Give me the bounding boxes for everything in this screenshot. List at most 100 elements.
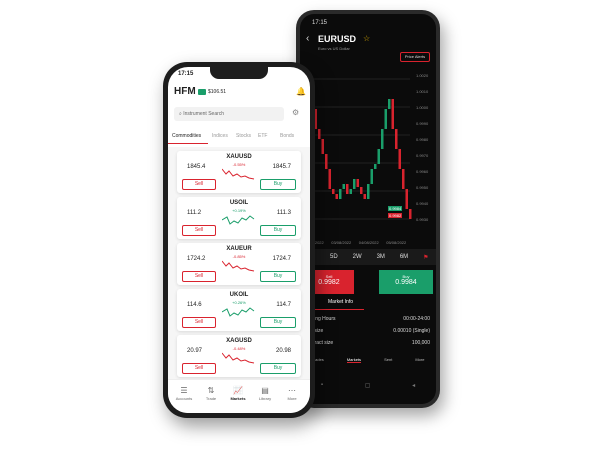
instrument-card[interactable]: XAUUSD -0.55% 1845.4 1845.7 Sell Buy bbox=[177, 151, 301, 193]
change-percent: -0.85% bbox=[232, 254, 246, 259]
search-placeholder: Instrument Search bbox=[183, 111, 225, 117]
sell-button[interactable]: Sell bbox=[182, 271, 216, 282]
nav-label: Trade bbox=[205, 396, 217, 401]
price-alert-button[interactable]: Price Alerts bbox=[400, 52, 430, 62]
sell-button[interactable]: Sell bbox=[182, 179, 216, 190]
change-percent: -0.55% bbox=[232, 162, 246, 167]
star-icon[interactable]: ☆ bbox=[363, 34, 371, 43]
buy-price: 0.9984 bbox=[395, 279, 417, 286]
sell-price: 0.9982 bbox=[318, 279, 340, 286]
change-percent: +0.19% bbox=[232, 208, 246, 213]
bid-price: 1845.4 bbox=[187, 164, 206, 170]
tab-commodities[interactable]: Commodities bbox=[172, 133, 202, 139]
instrument-card[interactable]: UKOIL +0.26% 114.6 114.7 Sell Buy bbox=[177, 289, 301, 331]
buy-button[interactable]: Buy bbox=[260, 179, 296, 190]
nav-markets[interactable]: 📈 Markets bbox=[226, 386, 250, 401]
buy-button[interactable]: Buy bbox=[260, 225, 296, 236]
balance[interactable]: $106.51 bbox=[208, 89, 227, 95]
price-axis-label: 0.9950 bbox=[416, 185, 429, 190]
symbol-title: EURUSD bbox=[318, 34, 357, 44]
instrument-symbol: UKOIL bbox=[229, 292, 249, 298]
candle bbox=[328, 169, 331, 189]
tab-market-info[interactable]: Market Info bbox=[328, 299, 354, 305]
sell-button[interactable]: Sell bbox=[182, 225, 216, 236]
nav-icon: ⋯ bbox=[288, 386, 296, 395]
candle bbox=[363, 194, 366, 199]
nav-sent[interactable]: Sent bbox=[384, 357, 393, 362]
tab-underline bbox=[304, 309, 364, 310]
front-phone: 17:15 HFM $106.51 🔔 ⌕ Instrument Search … bbox=[163, 62, 315, 418]
bottom-nav: ☰ Accounts ⇅ Trade 📈 Markets ▤ Library ⋯ More bbox=[168, 379, 310, 413]
nav-more[interactable]: ⋯ More bbox=[280, 386, 304, 401]
bid-price: 114.6 bbox=[187, 302, 202, 308]
timeframe-3M[interactable]: 3M bbox=[376, 254, 385, 260]
bid-price: 111.2 bbox=[187, 210, 202, 216]
buy-button[interactable]: Buy bbox=[260, 363, 296, 374]
instrument-card[interactable]: XAGUSD -0.48% 20.97 20.98 Sell Buy bbox=[177, 335, 301, 377]
buy-button[interactable]: Buy 0.9984 bbox=[379, 270, 433, 294]
price-axis-label: 0.9960 bbox=[416, 169, 429, 174]
timeframe-2W[interactable]: 2W bbox=[352, 254, 362, 260]
instrument-card[interactable]: USOIL +0.19% 111.2 111.3 Sell Buy bbox=[177, 197, 301, 239]
price-axis-label: 0.9970 bbox=[416, 153, 429, 158]
nav-trades[interactable]: Trades bbox=[311, 357, 324, 362]
back-icon[interactable]: ‹ bbox=[306, 33, 310, 44]
front-phone-screen: 17:15 HFM $106.51 🔔 ⌕ Instrument Search … bbox=[168, 67, 310, 413]
candle bbox=[377, 149, 380, 164]
tab-indices[interactable]: Indices bbox=[212, 133, 228, 139]
ask-price: 111.3 bbox=[276, 210, 291, 216]
nav-icon: ⇅ bbox=[207, 386, 215, 395]
candle bbox=[395, 129, 398, 149]
instrument-list: XAUUSD -0.55% 1845.4 1845.7 Sell Buy USOIL +0.1… bbox=[168, 147, 310, 379]
buy-button[interactable]: Buy bbox=[260, 317, 296, 328]
candlestick-chart[interactable] bbox=[300, 69, 436, 239]
nav-markets[interactable]: Markets bbox=[346, 357, 362, 363]
candle bbox=[374, 164, 377, 169]
sell-label: Sell bbox=[325, 274, 333, 279]
search-input[interactable]: ⌕ Instrument Search bbox=[174, 107, 284, 121]
tab-underline bbox=[168, 143, 208, 144]
home-icon[interactable]: ▢ bbox=[364, 383, 371, 389]
timeframe-5D[interactable]: 5D bbox=[330, 254, 338, 260]
chart-type-icon[interactable]: ⚑ bbox=[423, 254, 429, 261]
bell-icon[interactable]: 🔔 bbox=[296, 87, 306, 96]
notch bbox=[210, 67, 268, 79]
tab-bonds[interactable]: Bonds bbox=[280, 133, 295, 139]
recents-icon[interactable]: ▪ bbox=[320, 382, 323, 388]
sell-button[interactable]: Sell bbox=[182, 363, 216, 374]
nav-library[interactable]: ▤ Library bbox=[253, 386, 277, 401]
candle bbox=[360, 187, 363, 194]
nav-accounts[interactable]: ☰ Accounts bbox=[172, 386, 196, 401]
nav-more[interactable]: More bbox=[415, 357, 425, 362]
back-phone: 17:15 ‹ EURUSD ☆ Euro vs US Dollar Price… bbox=[296, 10, 440, 408]
tab-stocks[interactable]: Stocks bbox=[236, 133, 252, 139]
candle bbox=[356, 179, 359, 187]
back-nav-icon[interactable]: ◂ bbox=[412, 383, 416, 389]
nav-trade[interactable]: ⇅ Trade bbox=[199, 386, 223, 401]
instrument-symbol: XAUUSD bbox=[226, 154, 252, 160]
buy-label: Buy bbox=[402, 274, 410, 279]
ask-price: 1845.7 bbox=[272, 164, 291, 170]
tab-etf[interactable]: ETF bbox=[258, 133, 268, 139]
instrument-card[interactable]: XAUEUR -0.85% 1724.2 1724.7 Sell Buy bbox=[177, 243, 301, 285]
timeframe-6M[interactable]: 6M bbox=[399, 254, 409, 260]
date-axis-label: 03/08/2022 bbox=[331, 240, 352, 245]
info-key: Trading Hours bbox=[304, 316, 336, 322]
info-key: Contract size bbox=[304, 340, 334, 346]
candle bbox=[367, 184, 370, 199]
price-axis-label: 0.9980 bbox=[416, 137, 429, 142]
candle bbox=[325, 154, 328, 169]
price-axis-label: 0.9990 bbox=[416, 121, 429, 126]
candle bbox=[402, 169, 405, 189]
instrument-symbol: XAGUSD bbox=[226, 338, 252, 344]
candle bbox=[405, 189, 408, 209]
change-percent: +0.26% bbox=[232, 300, 246, 305]
gear-icon[interactable]: ⚙ bbox=[292, 108, 300, 117]
price-axis-label: 1.0010 bbox=[416, 89, 429, 94]
sell-button[interactable]: Sell bbox=[182, 317, 216, 328]
candle bbox=[342, 184, 345, 189]
candle bbox=[318, 129, 321, 139]
candle bbox=[381, 129, 384, 149]
buy-button[interactable]: Buy bbox=[260, 271, 296, 282]
candle bbox=[370, 169, 373, 184]
